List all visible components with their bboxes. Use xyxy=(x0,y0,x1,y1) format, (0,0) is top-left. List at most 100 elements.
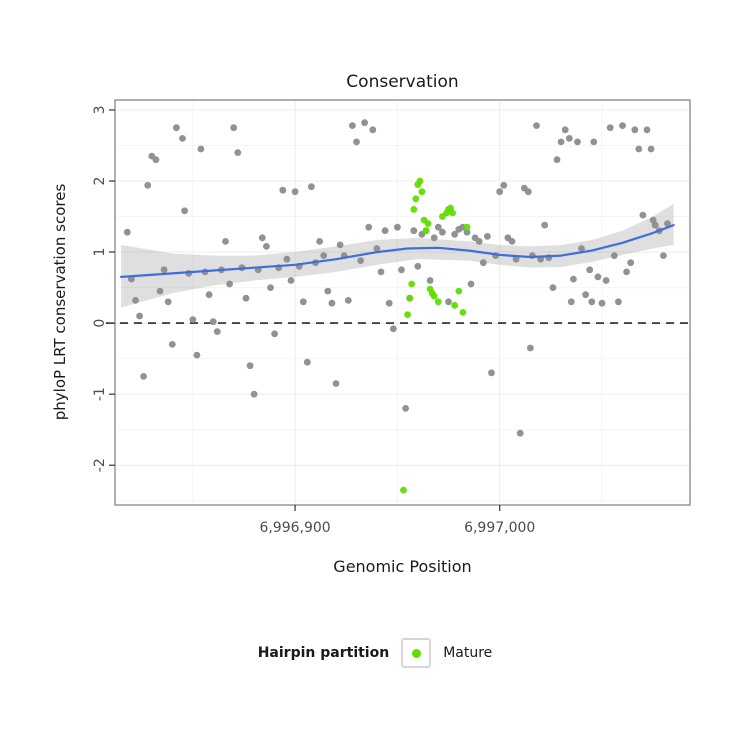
scatter-point-hairpin xyxy=(197,145,205,153)
scatter-point-hairpin xyxy=(209,318,217,326)
scatter-point-hairpin xyxy=(488,369,495,377)
scatter-point-hairpin xyxy=(365,223,373,231)
scatter-point-hairpin xyxy=(181,207,189,215)
scatter-point-hairpin xyxy=(123,228,131,236)
legend-title: Hairpin partition xyxy=(257,645,390,661)
scatter-point-hairpin xyxy=(484,233,491,240)
scatter-point-hairpin xyxy=(136,312,144,320)
scatter-point-mature xyxy=(408,280,416,288)
scatter-point-hairpin xyxy=(639,211,647,219)
conservation-scatter-chart: 6,996,900 6,997,000 -2 -1 0 1 2 3 xyxy=(92,99,691,536)
scatter-point-hairpin xyxy=(267,284,274,291)
scatter-point-hairpin xyxy=(164,298,172,306)
scatter-point-hairpin xyxy=(160,266,168,274)
scatter-point-hairpin xyxy=(226,280,234,288)
scatter-point-mature xyxy=(449,209,456,217)
scatter-point-mature xyxy=(424,220,432,228)
scatter-point-hairpin xyxy=(567,298,575,306)
scatter-point-hairpin xyxy=(610,252,618,259)
y-tick-label: 0 xyxy=(92,319,108,328)
scatter-point-hairpin xyxy=(508,238,516,245)
scatter-point-hairpin xyxy=(516,429,524,437)
scatter-point-hairpin xyxy=(332,380,340,387)
scatter-point-hairpin xyxy=(279,186,287,194)
scatter-point-hairpin xyxy=(357,257,364,264)
scatter-point-hairpin xyxy=(479,259,487,267)
scatter-point-mature xyxy=(434,298,442,306)
scatter-point-hairpin xyxy=(344,297,352,304)
y-tick-label: 2 xyxy=(92,177,108,186)
scatter-point-mature xyxy=(422,227,430,235)
scatter-point-hairpin xyxy=(230,124,238,132)
scatter-point-hairpin xyxy=(381,227,389,235)
y-tick-label: -2 xyxy=(92,458,108,472)
scatter-point-hairpin xyxy=(524,188,532,196)
legend-key xyxy=(401,638,432,668)
scatter-point-hairpin xyxy=(647,145,655,153)
scatter-point-hairpin xyxy=(250,390,258,398)
scatter-point-mature xyxy=(404,311,411,318)
scatter-point-hairpin xyxy=(349,122,356,129)
scatter-point-hairpin xyxy=(308,183,315,191)
scatter-point-hairpin xyxy=(660,252,667,259)
scatter-point-hairpin xyxy=(586,266,594,274)
scatter-point-hairpin xyxy=(299,298,307,306)
scatter-point-hairpin xyxy=(324,287,332,295)
scatter-point-mature xyxy=(463,223,471,231)
scatter-point-hairpin xyxy=(189,316,197,323)
scatter-point-hairpin xyxy=(615,298,622,306)
scatter-point-hairpin xyxy=(651,221,659,229)
scatter-point-mature xyxy=(410,206,418,213)
scatter-point-hairpin xyxy=(377,268,385,276)
chart-title: Conservation xyxy=(346,72,459,92)
scatter-point-hairpin xyxy=(434,223,442,231)
panel-border xyxy=(114,99,691,506)
scatter-point-hairpin xyxy=(623,268,630,276)
scatter-point-hairpin xyxy=(394,223,401,231)
y-tick-label: 1 xyxy=(92,248,108,257)
scatter-point-hairpin xyxy=(565,135,573,142)
scatter-point-hairpin xyxy=(451,230,459,238)
scatter-point-hairpin xyxy=(590,138,598,146)
scatter-point-hairpin xyxy=(557,138,565,146)
scatter-point-hairpin xyxy=(475,238,483,245)
scatter-point-hairpin xyxy=(373,245,381,252)
scatter-point-hairpin xyxy=(173,124,180,132)
scatter-point-hairpin xyxy=(328,299,336,307)
scatter-point-hairpin xyxy=(631,126,639,134)
scatter-point-hairpin xyxy=(234,149,242,157)
scatter-point-mature xyxy=(459,309,467,316)
legend-item-label: Mature xyxy=(443,645,493,661)
scatter-point-hairpin xyxy=(144,181,152,189)
scatter-point-hairpin xyxy=(316,238,323,245)
scatter-point-hairpin xyxy=(398,266,405,274)
confidence-ribbon xyxy=(121,203,674,308)
scatter-point-hairpin xyxy=(271,330,278,338)
scatter-point-hairpin xyxy=(619,122,626,129)
scatter-point-hairpin xyxy=(549,284,557,291)
scatter-point-hairpin xyxy=(222,238,229,245)
scatter-point-hairpin xyxy=(541,221,549,229)
scatter-point-hairpin xyxy=(578,245,585,252)
scatter-point-hairpin xyxy=(389,325,397,333)
scatter-point-hairpin xyxy=(291,188,299,196)
scatter-point-hairpin xyxy=(258,234,266,242)
scatter-point-hairpin xyxy=(570,275,577,283)
x-axis-label: Genomic Position xyxy=(333,557,472,576)
scatter-point-hairpin xyxy=(353,138,360,146)
scatter-point-hairpin xyxy=(426,277,434,284)
scatter-point-hairpin xyxy=(533,122,540,129)
scatter-point-mature xyxy=(418,188,426,196)
scatter-point-mature xyxy=(400,486,407,494)
scatter-point-hairpin xyxy=(303,358,311,366)
scatter-point-hairpin xyxy=(643,126,651,134)
scatter-point-hairpin xyxy=(553,156,561,164)
y-axis-label: phyloP LRT conservation scores xyxy=(51,183,69,421)
scatter-point-hairpin xyxy=(664,220,671,228)
scatter-point-hairpin xyxy=(439,228,446,236)
scatter-point-hairpin xyxy=(561,126,569,134)
scatter-point-hairpin xyxy=(140,373,148,380)
scatter-point-hairpin xyxy=(574,138,581,146)
scatter-point-hairpin xyxy=(369,126,377,134)
